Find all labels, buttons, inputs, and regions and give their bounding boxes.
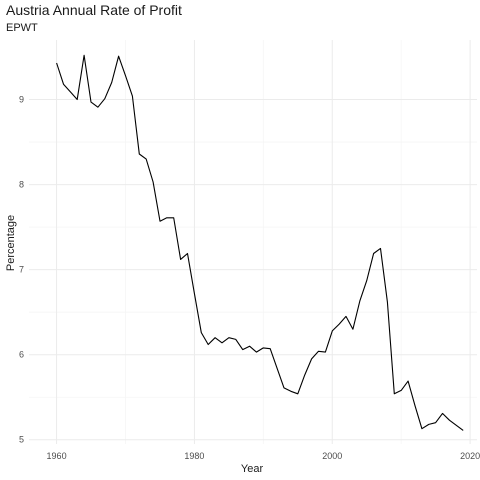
y-tick-label: 8 (19, 180, 24, 190)
data-layer (56, 54, 464, 431)
y-tick-label: 6 (19, 350, 24, 360)
x-tick-label: 1960 (47, 451, 67, 461)
x-tick-label: 1980 (184, 451, 204, 461)
chart-subtitle: EPWT (6, 22, 38, 34)
y-tick-label: 7 (19, 265, 24, 275)
chart-title: Austria Annual Rate of Profit (6, 2, 182, 18)
x-tick-label: 2020 (460, 451, 480, 461)
tick-labels: 1960 1980 2000 2020 5 6 7 8 9 (19, 95, 480, 461)
y-tick-label: 9 (19, 95, 24, 105)
y-axis-title: Percentage (5, 215, 17, 271)
x-axis-title: Year (241, 463, 264, 475)
x-tick-label: 2000 (322, 451, 342, 461)
grid (29, 40, 477, 444)
series-line (56, 54, 464, 431)
y-tick-label: 5 (19, 435, 24, 445)
